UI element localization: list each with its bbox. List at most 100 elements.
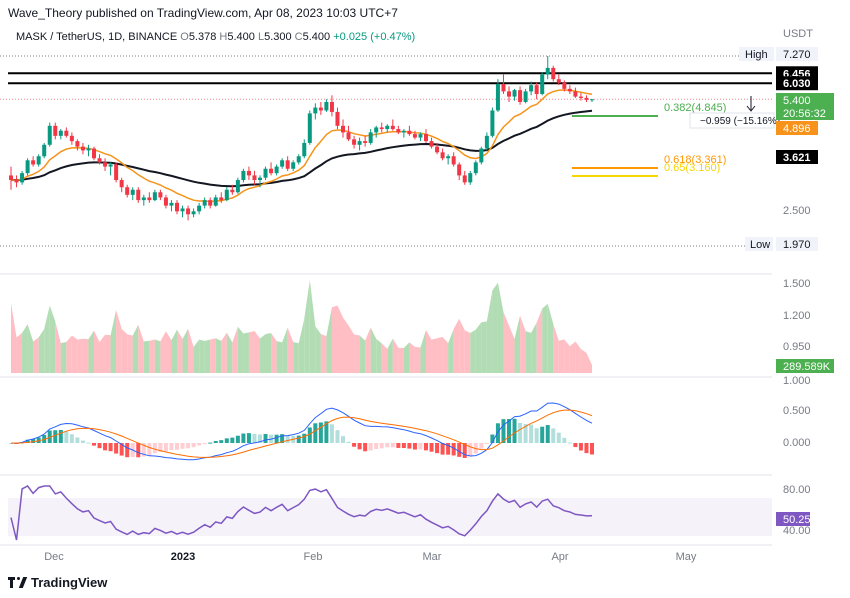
price-tick-label: 1.500: [783, 278, 811, 290]
candle-body: [424, 134, 428, 142]
tradingview-footer: TradingView: [8, 575, 107, 590]
candle-body: [9, 175, 13, 181]
volume-area: [88, 330, 94, 373]
volume-area: [326, 307, 332, 373]
macd-histogram-bar: [368, 443, 373, 451]
macd-histogram-bar: [318, 422, 323, 443]
candle-body: [263, 168, 268, 178]
ema-long-line: [10, 109, 593, 188]
volume-area: [337, 305, 343, 373]
volume-area: [204, 339, 211, 373]
macd-histogram-bar: [230, 437, 235, 443]
candle-body: [390, 125, 395, 130]
candle-body: [446, 156, 451, 159]
macd-histogram-bar: [584, 443, 589, 454]
candle-body: [324, 101, 329, 111]
macd-histogram-bar: [169, 443, 174, 451]
low-value: 5.300: [264, 31, 292, 43]
volume-area: [492, 282, 498, 373]
macd-histogram-bar: [258, 434, 262, 443]
macd-histogram-bar: [462, 443, 467, 458]
macd-histogram-bar: [518, 422, 523, 443]
volume-area: [293, 342, 299, 373]
candle-body: [230, 189, 235, 193]
macd-histogram-bar: [58, 429, 63, 443]
volume-area: [11, 303, 17, 373]
macd-histogram-bar: [534, 428, 539, 443]
volume-area: [542, 303, 548, 373]
price-tick-label: 2.500: [783, 205, 811, 217]
candle-body: [556, 79, 561, 83]
projection-label: −0.959 (−15.16%): [700, 116, 780, 127]
symbol-name: MASK / TetherUS, 1D, BINANCE: [16, 31, 178, 43]
volume-area: [348, 325, 355, 373]
macd-histogram-bar: [119, 443, 124, 456]
candle-body: [341, 125, 345, 133]
candle-body: [590, 99, 594, 101]
volume-area: [569, 341, 576, 373]
volume-area: [99, 334, 106, 373]
level-tag-value: 6.030: [783, 78, 811, 90]
volume-area: [221, 332, 227, 373]
macd-histogram-bar: [86, 442, 91, 444]
volume-area: [514, 315, 521, 373]
macd-histogram-bar: [274, 434, 279, 443]
macd-histogram-bar: [435, 443, 440, 454]
ema-long-tag: [776, 150, 818, 164]
macd-histogram-bar: [80, 440, 85, 443]
candle-body: [357, 141, 362, 145]
macd-histogram-bar: [484, 443, 489, 444]
macd-histogram-bar: [213, 440, 218, 443]
volume-area: [304, 280, 310, 373]
macd-histogram-bar: [208, 442, 213, 444]
macd-histogram-bar: [545, 425, 550, 443]
ema-short-tag: [776, 121, 818, 135]
volume-area: [232, 326, 238, 373]
rsi-tick-label: 80.00: [783, 484, 811, 496]
volume-area: [260, 334, 266, 373]
volume-area: [71, 335, 78, 373]
candle-body: [468, 173, 473, 183]
volume-area: [110, 310, 117, 373]
candle-body: [97, 158, 102, 163]
arrow-down-icon: [746, 105, 756, 112]
volume-area: [398, 347, 404, 373]
candle-body: [473, 162, 478, 174]
price-tick-label: 0.950: [783, 341, 811, 353]
macd-histogram-bar: [307, 427, 312, 443]
macd-histogram-bar: [25, 439, 30, 443]
candle-body: [53, 125, 58, 136]
macd-histogram-bar: [573, 443, 578, 448]
candle-body: [169, 202, 174, 206]
close-label: C: [294, 31, 303, 43]
candle-body: [573, 91, 578, 97]
volume-tag: [776, 359, 834, 373]
volume-area: [177, 329, 183, 373]
candle-body: [363, 141, 368, 143]
candle-body: [280, 160, 285, 167]
level-tag-value: 6.456: [783, 68, 811, 80]
macd-histogram-bar: [191, 443, 196, 448]
macd-histogram-bar: [446, 443, 451, 455]
candle-body: [36, 156, 41, 165]
candle-body: [407, 130, 412, 135]
macd-histogram-bar: [302, 433, 307, 443]
volume-area: [414, 346, 421, 373]
volume-area: [309, 280, 316, 373]
macd-histogram-bar: [562, 437, 567, 443]
candle-body: [540, 74, 545, 94]
macd-histogram-bar: [130, 443, 135, 457]
candle-body: [551, 67, 556, 80]
macd-histogram-bar: [578, 443, 583, 451]
macd-histogram-bar: [457, 443, 462, 457]
macd-histogram-bar: [523, 424, 528, 443]
macd-histogram-bar: [507, 419, 511, 443]
candle-body: [114, 164, 119, 181]
macd-histogram-bar: [136, 443, 141, 458]
macd-histogram-bar: [346, 441, 351, 443]
rsi-tick-label: 40.00: [783, 525, 811, 537]
candle-body: [374, 127, 379, 133]
macd-histogram-bar: [280, 434, 285, 443]
volume-area: [82, 338, 89, 373]
